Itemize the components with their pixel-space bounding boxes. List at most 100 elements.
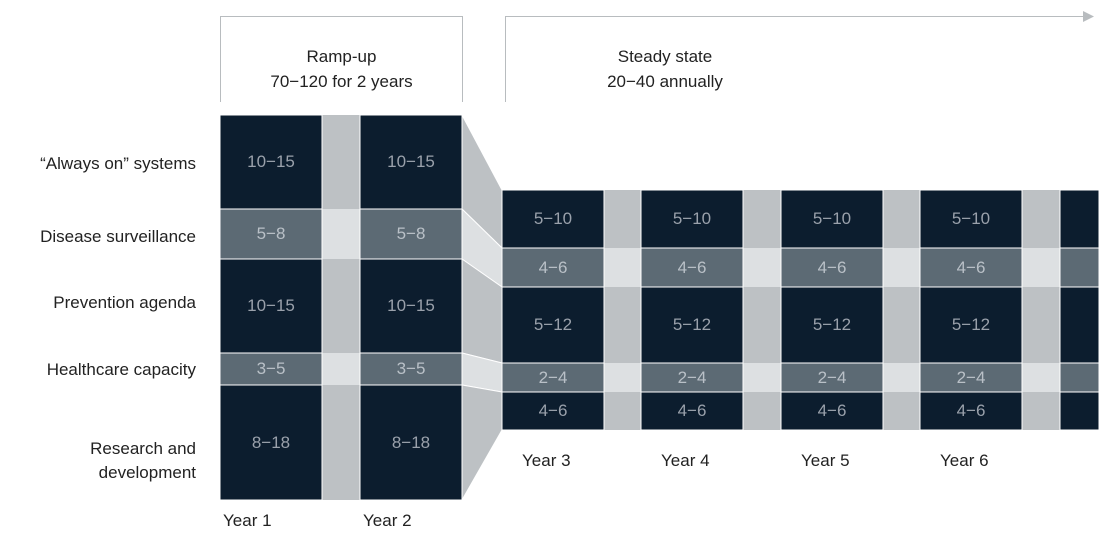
steady-gap-3-3 — [1022, 363, 1060, 392]
steady-gap-1-2 — [743, 287, 781, 363]
steady-block-2-2 — [780, 286, 884, 364]
steady-value-y3-4: 4−6 — [538, 401, 568, 420]
steady-block-4-1 — [1059, 247, 1099, 288]
steady-block-0-3 — [501, 362, 605, 393]
rampup-block-0-3 — [219, 352, 323, 386]
steady-block-2-0 — [780, 189, 884, 249]
steady-bracket — [505, 16, 1084, 102]
steady-gap-0-4 — [604, 392, 641, 430]
rampup-block-1-2 — [359, 258, 463, 354]
steady-phase-label: Steady state 20−40 annually — [505, 44, 825, 94]
category-label-disease-surveillance: Disease surveillance — [40, 227, 196, 246]
steady-value-y5-4: 4−6 — [817, 401, 847, 420]
timeline-arrow-icon — [1083, 11, 1094, 22]
rampup-gap-2 — [322, 259, 360, 353]
rampup-value-y2-4: 8−18 — [391, 432, 431, 452]
rampup-value-y2-3: 3−5 — [396, 359, 426, 378]
steady-gap-2-0 — [883, 190, 920, 248]
steady-block-0-0 — [501, 189, 605, 249]
rampup-block-0-0 — [219, 114, 323, 210]
rampup-bracket — [220, 16, 463, 102]
steady-value-y3-2: 5−12 — [533, 315, 573, 334]
steady-block-1-1 — [640, 247, 744, 288]
rampup-value-y1-2: 10−15 — [247, 296, 295, 315]
steady-value-y6-1: 4−6 — [956, 257, 986, 277]
steady-gap-0-2 — [604, 287, 641, 363]
steady-value-y6-3: 2−4 — [956, 367, 986, 387]
steady-value-y5-0: 5−10 — [812, 209, 852, 228]
steady-value-y4-2: 5−12 — [672, 315, 712, 334]
connector-band-4 — [461, 384, 503, 502]
steady-gap-0-3 — [604, 363, 641, 392]
steady-block-3-4 — [919, 391, 1023, 431]
steady-value-y6-0: 5−10 — [951, 209, 991, 228]
rampup-block-1-1 — [359, 208, 463, 260]
steady-gap-1-4 — [743, 392, 781, 430]
steady-block-2-4 — [780, 391, 884, 431]
rampup-value-y1-3: 3−5 — [256, 359, 286, 378]
steady-gap-3-1 — [1022, 248, 1060, 287]
category-label-healthcare-capacity: Healthcare capacity — [46, 360, 196, 379]
rampup-block-0-4 — [219, 384, 323, 501]
rampup-subtitle: 70−120 for 2 years — [270, 72, 413, 91]
steady-gap-0-0 — [604, 190, 641, 248]
steady-block-1-3 — [640, 362, 744, 393]
steady-block-4-4 — [1059, 391, 1099, 431]
year-label-5: Year 5 — [801, 451, 850, 470]
steady-value-y5-2: 5−12 — [812, 315, 852, 334]
steady-title: Steady state — [617, 47, 713, 66]
steady-block-3-0 — [919, 189, 1023, 249]
rampup-block-1-4 — [359, 384, 463, 501]
rampup-value-y2-1: 5−8 — [396, 224, 426, 243]
rampup-gap-0 — [322, 115, 360, 209]
rampup-block-1-3 — [359, 352, 463, 386]
rampup-value-y1-4: 8−18 — [251, 432, 291, 452]
steady-value-y5-1: 4−6 — [817, 257, 847, 277]
steady-block-4-0 — [1059, 189, 1099, 249]
steady-gap-3-4 — [1022, 392, 1060, 430]
year-label-1: Year 1 — [223, 511, 272, 530]
steady-value-y3-3: 2−4 — [538, 367, 568, 387]
rampup-value-y1-1: 5−8 — [256, 224, 286, 243]
steady-value-y4-4: 4−6 — [677, 401, 707, 420]
year-label-6: Year 6 — [940, 451, 989, 470]
steady-value-y4-0: 5−10 — [672, 209, 712, 228]
steady-block-2-1 — [780, 247, 884, 288]
rampup-value-y2-2: 10−15 — [387, 296, 435, 315]
steady-gap-3-2 — [1022, 287, 1060, 363]
steady-subtitle: 20−40 annually — [607, 72, 723, 91]
steady-gap-2-4 — [883, 392, 920, 430]
steady-gap-2-2 — [883, 287, 920, 363]
steady-block-1-0 — [640, 189, 744, 249]
rampup-gap-3 — [322, 353, 360, 385]
steady-gap-1-1 — [743, 248, 781, 287]
steady-value-y4-1: 4−6 — [677, 257, 707, 277]
year-label-3: Year 3 — [522, 451, 571, 470]
rampup-value-y2-0: 10−15 — [387, 152, 435, 171]
steady-block-3-2 — [919, 286, 1023, 364]
steady-block-0-4 — [501, 391, 605, 431]
steady-value-y5-3: 2−4 — [817, 367, 847, 387]
steady-gap-1-3 — [743, 363, 781, 392]
steady-gap-2-1 — [883, 248, 920, 287]
steady-gap-0-1 — [604, 248, 641, 287]
steady-value-y3-1: 4−6 — [538, 257, 568, 277]
rampup-title: Ramp-up — [306, 47, 377, 66]
steady-block-3-1 — [919, 247, 1023, 288]
year-label-2: Year 2 — [363, 511, 412, 530]
year-label-4: Year 4 — [661, 451, 710, 470]
rampup-gap-4 — [322, 385, 360, 500]
rampup-phase-label: Ramp-up 70−120 for 2 years — [220, 44, 463, 94]
steady-value-y6-2: 5−12 — [951, 315, 991, 334]
steady-value-y4-3: 2−4 — [677, 367, 707, 387]
steady-gap-3-0 — [1022, 190, 1060, 248]
category-label-prevention-agenda: Prevention agenda — [53, 293, 196, 312]
category-label-always-on: “Always on” systems — [40, 154, 196, 173]
steady-block-4-3 — [1059, 362, 1099, 393]
steady-block-4-2 — [1059, 286, 1099, 364]
rampup-block-0-1 — [219, 208, 323, 260]
rampup-block-1-0 — [359, 114, 463, 210]
steady-block-2-3 — [780, 362, 884, 393]
